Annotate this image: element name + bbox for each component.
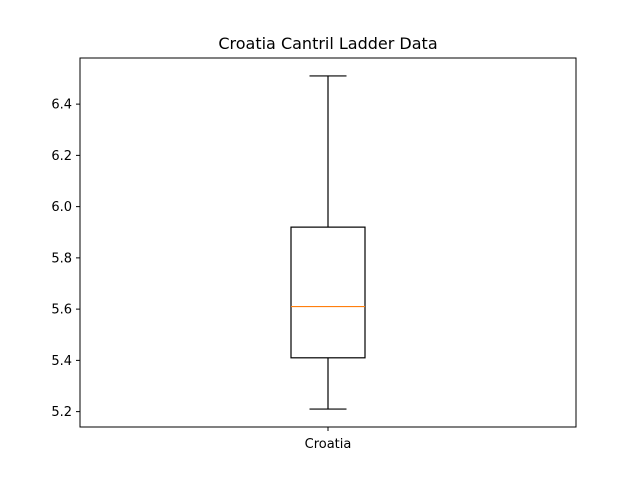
x-axis: Croatia [305,427,352,452]
box-croatia [290,75,366,410]
x-tick-label: Croatia [305,437,352,452]
y-tick-label: 5.4 [51,354,72,369]
y-tick-label: 5.6 [51,303,72,318]
y-tick-label: 6.2 [51,149,72,164]
y-tick-label: 5.8 [51,251,72,266]
iqr-box [290,226,366,359]
box-series [290,75,366,410]
y-axis: 5.2 5.4 5.6 5.8 6.0 6.2 6.4 [51,98,80,420]
y-tick-label: 6.4 [51,98,72,113]
chart-title: Croatia Cantril Ladder Data [218,34,437,53]
y-tick-label: 6.0 [51,200,72,215]
y-tick-label: 5.2 [51,405,72,420]
